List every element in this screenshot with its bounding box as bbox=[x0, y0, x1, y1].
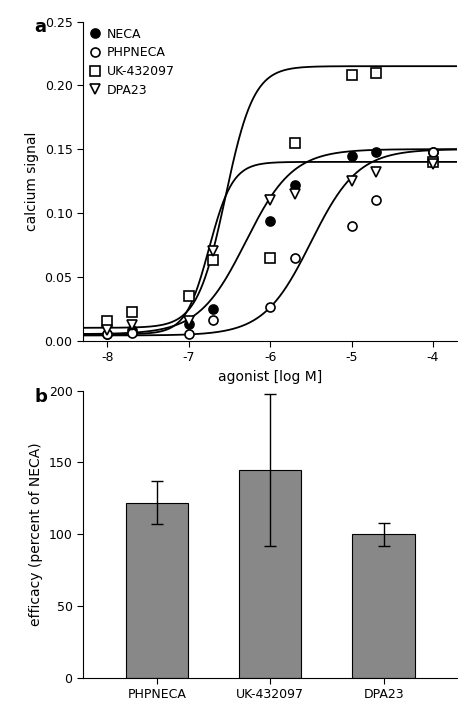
Bar bbox=[126, 503, 188, 678]
Y-axis label: calcium signal: calcium signal bbox=[25, 131, 39, 231]
Text: b: b bbox=[34, 388, 47, 406]
Bar bbox=[353, 534, 415, 678]
X-axis label: agonist [log M]: agonist [log M] bbox=[218, 369, 322, 384]
Y-axis label: efficacy (percent of NECA): efficacy (percent of NECA) bbox=[29, 442, 43, 626]
Bar bbox=[239, 470, 301, 678]
Legend: NECA, PHPNECA, UK-432097, DPA23: NECA, PHPNECA, UK-432097, DPA23 bbox=[89, 28, 175, 97]
Text: a: a bbox=[34, 19, 46, 37]
